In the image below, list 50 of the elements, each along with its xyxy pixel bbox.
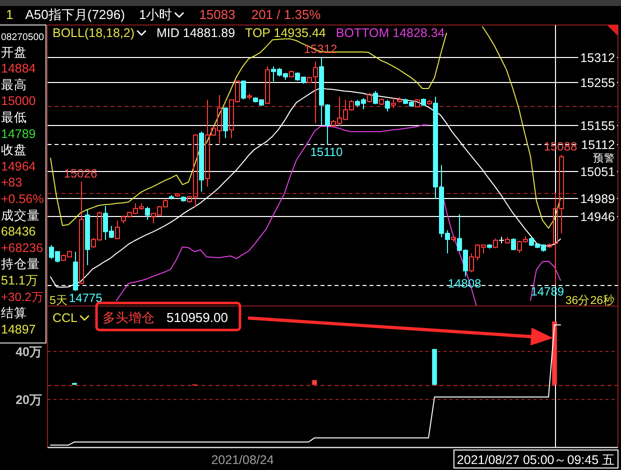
annotation: 多头增仓 [102, 310, 155, 325]
bar [432, 349, 437, 385]
text: +30.2万 [1, 290, 44, 304]
text: 68436 [1, 224, 36, 239]
text: 14884 [1, 62, 36, 76]
text: BOTTOM 14828.34 [336, 26, 445, 40]
y-tick-label: 15312 [580, 50, 616, 65]
text: 最高 [1, 76, 27, 92]
text: 预警 [593, 152, 615, 164]
text: +83 [1, 176, 22, 190]
text: 收盘 [1, 143, 27, 158]
text: 持仓量 [1, 257, 40, 272]
text: 15000 [1, 94, 36, 108]
text: 2021/08/27 05:00～09:45 五 [456, 453, 615, 467]
text: 结算 [1, 306, 27, 320]
text: 08270500 [1, 32, 44, 43]
text: 14897 [1, 322, 36, 336]
legend-title: BOLL(18,18,2) [52, 26, 134, 40]
y-tick-label: 15255 [580, 76, 616, 90]
text: 51.1万 [1, 274, 38, 288]
text: 14964 [1, 159, 36, 174]
y-tick-label: 20万 [16, 393, 42, 407]
text: 最低 [1, 110, 27, 124]
text: 成交量 [1, 207, 40, 222]
legend-label: MID 14881.89 [156, 26, 236, 40]
line-series [50, 324, 561, 446]
annotation: 510959.00 [166, 310, 228, 325]
text: 36分26秒 [565, 294, 615, 307]
y-tick-label: 40万 [16, 345, 42, 359]
annotation: 5天 [50, 294, 68, 307]
y-tick-label: 15155 [580, 118, 616, 133]
text: 15110 [310, 145, 343, 160]
y-tick-label: 14946 [580, 210, 616, 224]
chart-title: A50指下月(7296) [25, 7, 125, 22]
y-tick-label: 15051 [580, 164, 616, 179]
text: +68236 [1, 240, 44, 255]
bar [312, 380, 317, 385]
x-tick-label: 2021/08/24 [211, 453, 274, 467]
text: 1小时 [138, 7, 172, 22]
text: 15083 [199, 7, 236, 22]
text: 14789 [1, 126, 36, 141]
series-label: TOP 14935.44 [245, 26, 326, 40]
text: 201 / 1.35% [251, 7, 322, 22]
y-tick-label: 14989 [580, 192, 616, 206]
chart-title: CCL [52, 311, 78, 325]
text: 14775 [68, 290, 102, 305]
text: 开盘 [1, 45, 27, 60]
text: 1 [6, 7, 14, 22]
text: +0.56% [1, 192, 44, 206]
y-tick-label: 15112 [581, 138, 616, 152]
